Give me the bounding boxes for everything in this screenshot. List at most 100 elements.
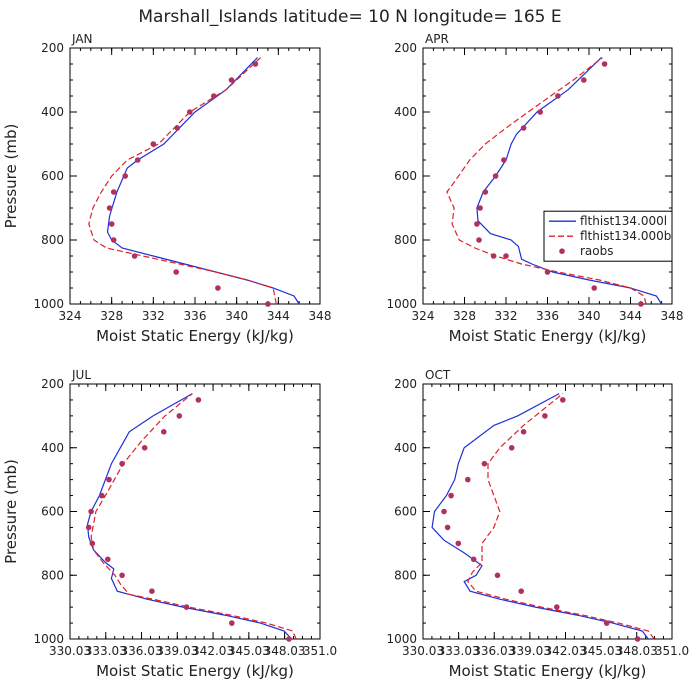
x-axis-label: Moist Static Energy (kJ/kg) bbox=[96, 327, 294, 345]
series-line-l bbox=[476, 57, 663, 305]
raobs-point bbox=[554, 604, 560, 610]
y-tick-label: 800 bbox=[41, 568, 64, 582]
x-tick-label: 339.03 bbox=[509, 644, 551, 658]
raobs-point bbox=[119, 460, 125, 467]
raobs-point bbox=[211, 93, 217, 99]
x-tick-label: 342.03 bbox=[544, 644, 586, 658]
y-tick-label: 600 bbox=[394, 505, 417, 519]
x-tick-label: 344 bbox=[619, 309, 642, 323]
x-axis-label: Moist Static Energy (kJ/kg) bbox=[449, 327, 647, 345]
panel-label: OCT bbox=[425, 368, 451, 382]
raobs-point bbox=[494, 572, 501, 579]
raobs-point bbox=[229, 620, 235, 626]
y-tick-label: 600 bbox=[394, 169, 417, 183]
raobs-point bbox=[99, 492, 105, 499]
y-tick-label: 400 bbox=[41, 441, 64, 455]
raobs-point bbox=[110, 237, 117, 243]
raobs-point bbox=[150, 141, 157, 147]
raobs-point bbox=[508, 445, 515, 451]
raobs-point bbox=[490, 253, 497, 259]
raobs-point bbox=[638, 301, 644, 307]
legend-swatch bbox=[559, 248, 565, 254]
x-tick-label: 345.03 bbox=[580, 644, 622, 658]
raobs-point bbox=[215, 285, 221, 291]
raobs-point bbox=[560, 397, 566, 403]
x-tick-label: 333.03 bbox=[85, 644, 127, 658]
series-line-l bbox=[106, 57, 300, 305]
x-tick-label: 344 bbox=[267, 309, 290, 323]
raobs-point bbox=[465, 476, 471, 483]
x-tick-label: 336.03 bbox=[121, 644, 163, 658]
raobs-point bbox=[482, 189, 489, 195]
raobs-point bbox=[518, 588, 524, 594]
raobs-point bbox=[183, 604, 190, 610]
x-tick-label: 351.0 bbox=[303, 644, 337, 658]
raobs-point bbox=[173, 269, 179, 275]
y-tick-label: 400 bbox=[394, 441, 417, 455]
y-tick-label: 200 bbox=[394, 41, 417, 55]
panel-oct: OCT 330.03333.03336.03339.03342.03345.033… bbox=[386, 368, 689, 680]
x-tick-label: 336 bbox=[184, 309, 207, 323]
x-tick-label: 333.03 bbox=[438, 644, 480, 658]
y-tick-label: 400 bbox=[394, 105, 417, 119]
raobs-point bbox=[581, 77, 587, 83]
raobs-point bbox=[477, 205, 483, 211]
raobs-point bbox=[542, 413, 548, 419]
x-tick-label: 340 bbox=[225, 309, 248, 323]
raobs-point bbox=[119, 572, 125, 579]
series-line-b bbox=[446, 57, 647, 305]
panels: JAN 324 328 332 336 340 344 348 200 400 600 800 1000… bbox=[2, 32, 689, 680]
x-tick-label: 348 bbox=[661, 309, 684, 323]
plot-frame bbox=[422, 383, 673, 640]
raobs-point bbox=[492, 173, 499, 179]
raobs-point bbox=[603, 620, 610, 626]
raobs-point bbox=[85, 524, 92, 531]
panel-jul: JUL330.03333.03336.03339.03342.03345.033… bbox=[2, 368, 337, 680]
raobs-point bbox=[174, 125, 181, 131]
y-tick-label: 600 bbox=[41, 505, 64, 519]
raobs-point bbox=[187, 109, 193, 115]
raobs-point bbox=[122, 173, 128, 179]
raobs-point bbox=[537, 109, 543, 115]
panel-apr: APR 324 328 332 336 340 344 348 200 400 600 800 1000… bbox=[386, 32, 683, 345]
x-tick-label: 324 bbox=[59, 309, 82, 323]
raobs-point bbox=[520, 429, 527, 435]
plot-frame bbox=[422, 47, 673, 305]
plot-frame bbox=[69, 47, 321, 305]
raobs-point bbox=[106, 476, 112, 483]
raobs-point bbox=[441, 508, 447, 515]
raobs-point bbox=[195, 397, 202, 403]
series-line-l bbox=[86, 393, 292, 640]
x-axis-label: Moist Static Energy (kJ/kg) bbox=[449, 662, 647, 680]
x-tick-label: 348.03 bbox=[264, 644, 306, 658]
figure-title: Marshall_Islands latitude= 10 N longitud… bbox=[138, 7, 561, 27]
raobs-point bbox=[110, 189, 117, 195]
panel-jan: JAN 324 328 332 336 340 344 348 200 400 600 800 1000… bbox=[2, 32, 331, 345]
legend-label: raobs bbox=[580, 244, 614, 258]
raobs-point bbox=[474, 221, 480, 227]
x-tick-label: 340 bbox=[578, 309, 601, 323]
y-tick-label: 200 bbox=[41, 41, 64, 55]
raobs-point bbox=[252, 61, 259, 67]
y-axis-label: Pressure (mb) bbox=[2, 459, 20, 564]
y-tick-label: 1000 bbox=[33, 297, 64, 311]
raobs-point bbox=[141, 445, 148, 451]
raobs-point bbox=[503, 253, 509, 259]
x-tick-label: 330.03 bbox=[402, 644, 444, 658]
raobs-point bbox=[481, 460, 488, 467]
x-tick-label: 336.03 bbox=[473, 644, 515, 658]
x-tick-label: 348.03 bbox=[616, 644, 658, 658]
raobs-point bbox=[105, 556, 111, 563]
y-tick-label: 400 bbox=[41, 105, 64, 119]
raobs-point bbox=[591, 285, 597, 291]
raobs-point bbox=[470, 556, 477, 563]
raobs-point bbox=[520, 125, 527, 131]
series-line-b bbox=[90, 393, 297, 640]
x-tick-label: 330.03 bbox=[49, 644, 91, 658]
y-tick-label: 1000 bbox=[386, 632, 417, 646]
raobs-point bbox=[88, 508, 94, 515]
raobs-point bbox=[544, 269, 551, 275]
y-tick-label: 1000 bbox=[33, 632, 64, 646]
raobs-point bbox=[134, 157, 141, 163]
